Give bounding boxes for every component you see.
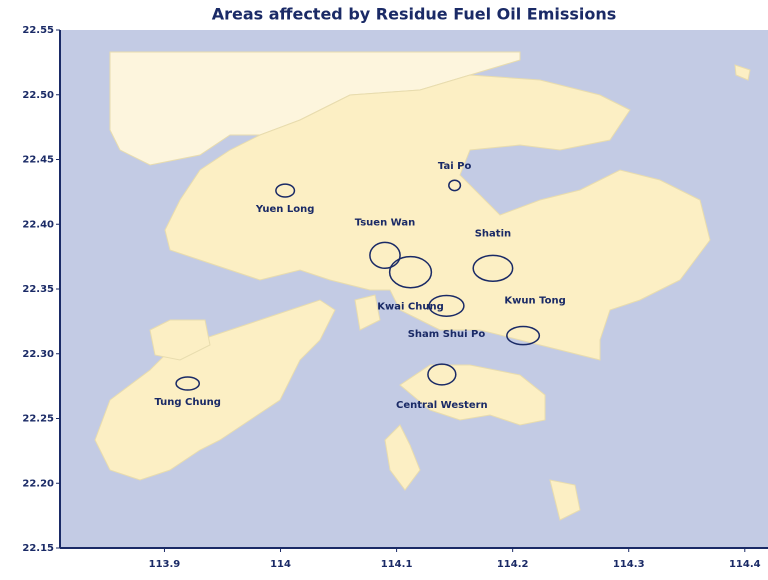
area-label: Kwai Chung: [377, 302, 444, 313]
chart-title: Areas affected by Residue Fuel Oil Emiss…: [212, 5, 617, 24]
y-tick-label: 22.55: [22, 25, 54, 36]
x-tick-label: 113.9: [149, 559, 181, 570]
area-marker: [428, 294, 465, 317]
new-territories: [164, 74, 711, 361]
x-tick-label: 114: [270, 559, 291, 570]
area-label: Tai Po: [438, 161, 472, 172]
area-marker: [427, 363, 457, 386]
y-tick-label: 22.25: [22, 414, 54, 425]
islet: [734, 64, 751, 81]
lamma: [384, 424, 421, 491]
area-label: Tung Chung: [154, 397, 220, 408]
x-tick-label: 114.2: [497, 559, 529, 570]
area-marker: [388, 255, 433, 289]
area-marker: [472, 254, 514, 282]
area-label: Tsuen Wan: [355, 217, 416, 228]
area-label: Central Western: [396, 400, 488, 411]
x-tick-label: 114.4: [729, 559, 761, 570]
y-tick-label: 22.15: [22, 543, 54, 554]
chek-lap-kok: [149, 319, 211, 361]
area-marker: [448, 179, 462, 192]
y-tick-label: 22.40: [22, 219, 54, 230]
area-marker: [175, 376, 201, 391]
y-tick-label: 22.35: [22, 284, 54, 295]
x-tick-label: 114.3: [613, 559, 645, 570]
hk-island: [399, 364, 546, 426]
area-label: Shatin: [475, 228, 511, 239]
po-toi: [549, 479, 581, 521]
x-tick-label: 114.1: [381, 559, 413, 570]
area-marker: [506, 325, 541, 346]
y-tick-label: 22.30: [22, 349, 54, 360]
area-label: Yuen Long: [255, 204, 315, 215]
area-marker: [275, 183, 296, 198]
area-label: Sham Shui Po: [408, 329, 486, 340]
y-tick-label: 22.50: [22, 90, 54, 101]
area-marker: [369, 241, 401, 270]
tsing-yi: [354, 294, 381, 331]
y-tick-label: 22.45: [22, 155, 54, 166]
y-tick-label: 22.20: [22, 478, 54, 489]
land: [94, 51, 751, 521]
area-label: Kwun Tong: [504, 296, 565, 307]
